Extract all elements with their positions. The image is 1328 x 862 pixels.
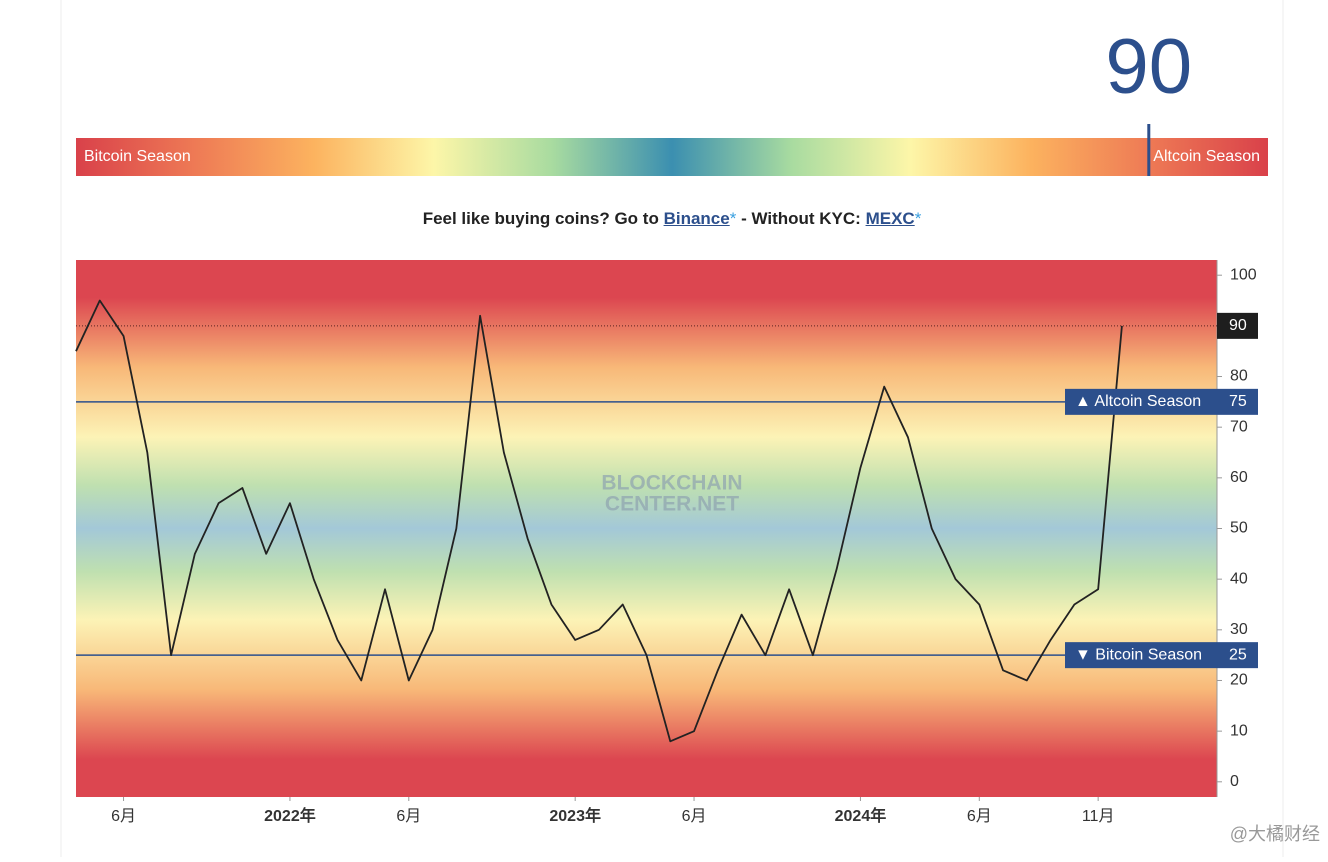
y-tick-label: 100 bbox=[1230, 266, 1257, 283]
reference-label: ▼ Bitcoin Season bbox=[1075, 646, 1202, 663]
watermark: CENTER.NET bbox=[605, 493, 739, 516]
y-tick-label: 30 bbox=[1230, 621, 1248, 638]
x-tick-label: 2023年 bbox=[549, 806, 601, 825]
x-tick-label: 6月 bbox=[396, 808, 421, 825]
promo-text: Feel like buying coins? Go to bbox=[422, 209, 659, 228]
y-tick-label: 20 bbox=[1230, 672, 1248, 689]
x-tick-label: 11月 bbox=[1082, 808, 1115, 825]
star: * bbox=[914, 209, 922, 228]
season-right-label: Altcoin Season bbox=[1153, 148, 1260, 165]
season-left-label: Bitcoin Season bbox=[84, 148, 191, 165]
current-value-box bbox=[1217, 312, 1258, 339]
reference-label-box bbox=[1065, 388, 1258, 415]
x-tick-label: 6月 bbox=[682, 808, 707, 825]
promo-text: - Without KYC: bbox=[741, 209, 861, 228]
y-tick-label: 80 bbox=[1230, 368, 1248, 385]
mexc-link[interactable]: MEXC bbox=[865, 209, 915, 228]
y-tick-label: 60 bbox=[1230, 469, 1248, 486]
y-tick-label: 50 bbox=[1230, 520, 1248, 537]
current-value: 90 bbox=[1105, 22, 1192, 110]
credit: @大橘财经 bbox=[1230, 824, 1320, 844]
promo: Feel like buying coins? Go to Binance* -… bbox=[0, 209, 1328, 229]
reference-label: ▲ Altcoin Season bbox=[1075, 393, 1201, 410]
season-bar bbox=[76, 138, 1268, 176]
watermark: BLOCKCHAIN bbox=[601, 472, 742, 495]
x-tick-label: 2024年 bbox=[835, 806, 887, 825]
reference-value: 75 bbox=[1229, 393, 1247, 410]
binance-link[interactable]: Binance bbox=[663, 209, 730, 228]
x-tick-label: 6月 bbox=[111, 808, 136, 825]
series-line bbox=[75, 299, 1123, 743]
reference-label-box bbox=[1065, 642, 1258, 669]
y-tick-label: 0 bbox=[1230, 773, 1239, 790]
y-tick-label: 40 bbox=[1230, 570, 1248, 587]
y-tick-label: 10 bbox=[1230, 722, 1248, 739]
star: * bbox=[729, 209, 737, 228]
reference-value: 25 bbox=[1229, 646, 1247, 663]
x-tick-label: 6月 bbox=[967, 808, 992, 825]
current-value-label: 90 bbox=[1229, 317, 1247, 334]
y-tick-label: 70 bbox=[1230, 418, 1248, 435]
plot-background bbox=[76, 260, 1217, 797]
x-tick-label: 2022年 bbox=[264, 806, 316, 825]
